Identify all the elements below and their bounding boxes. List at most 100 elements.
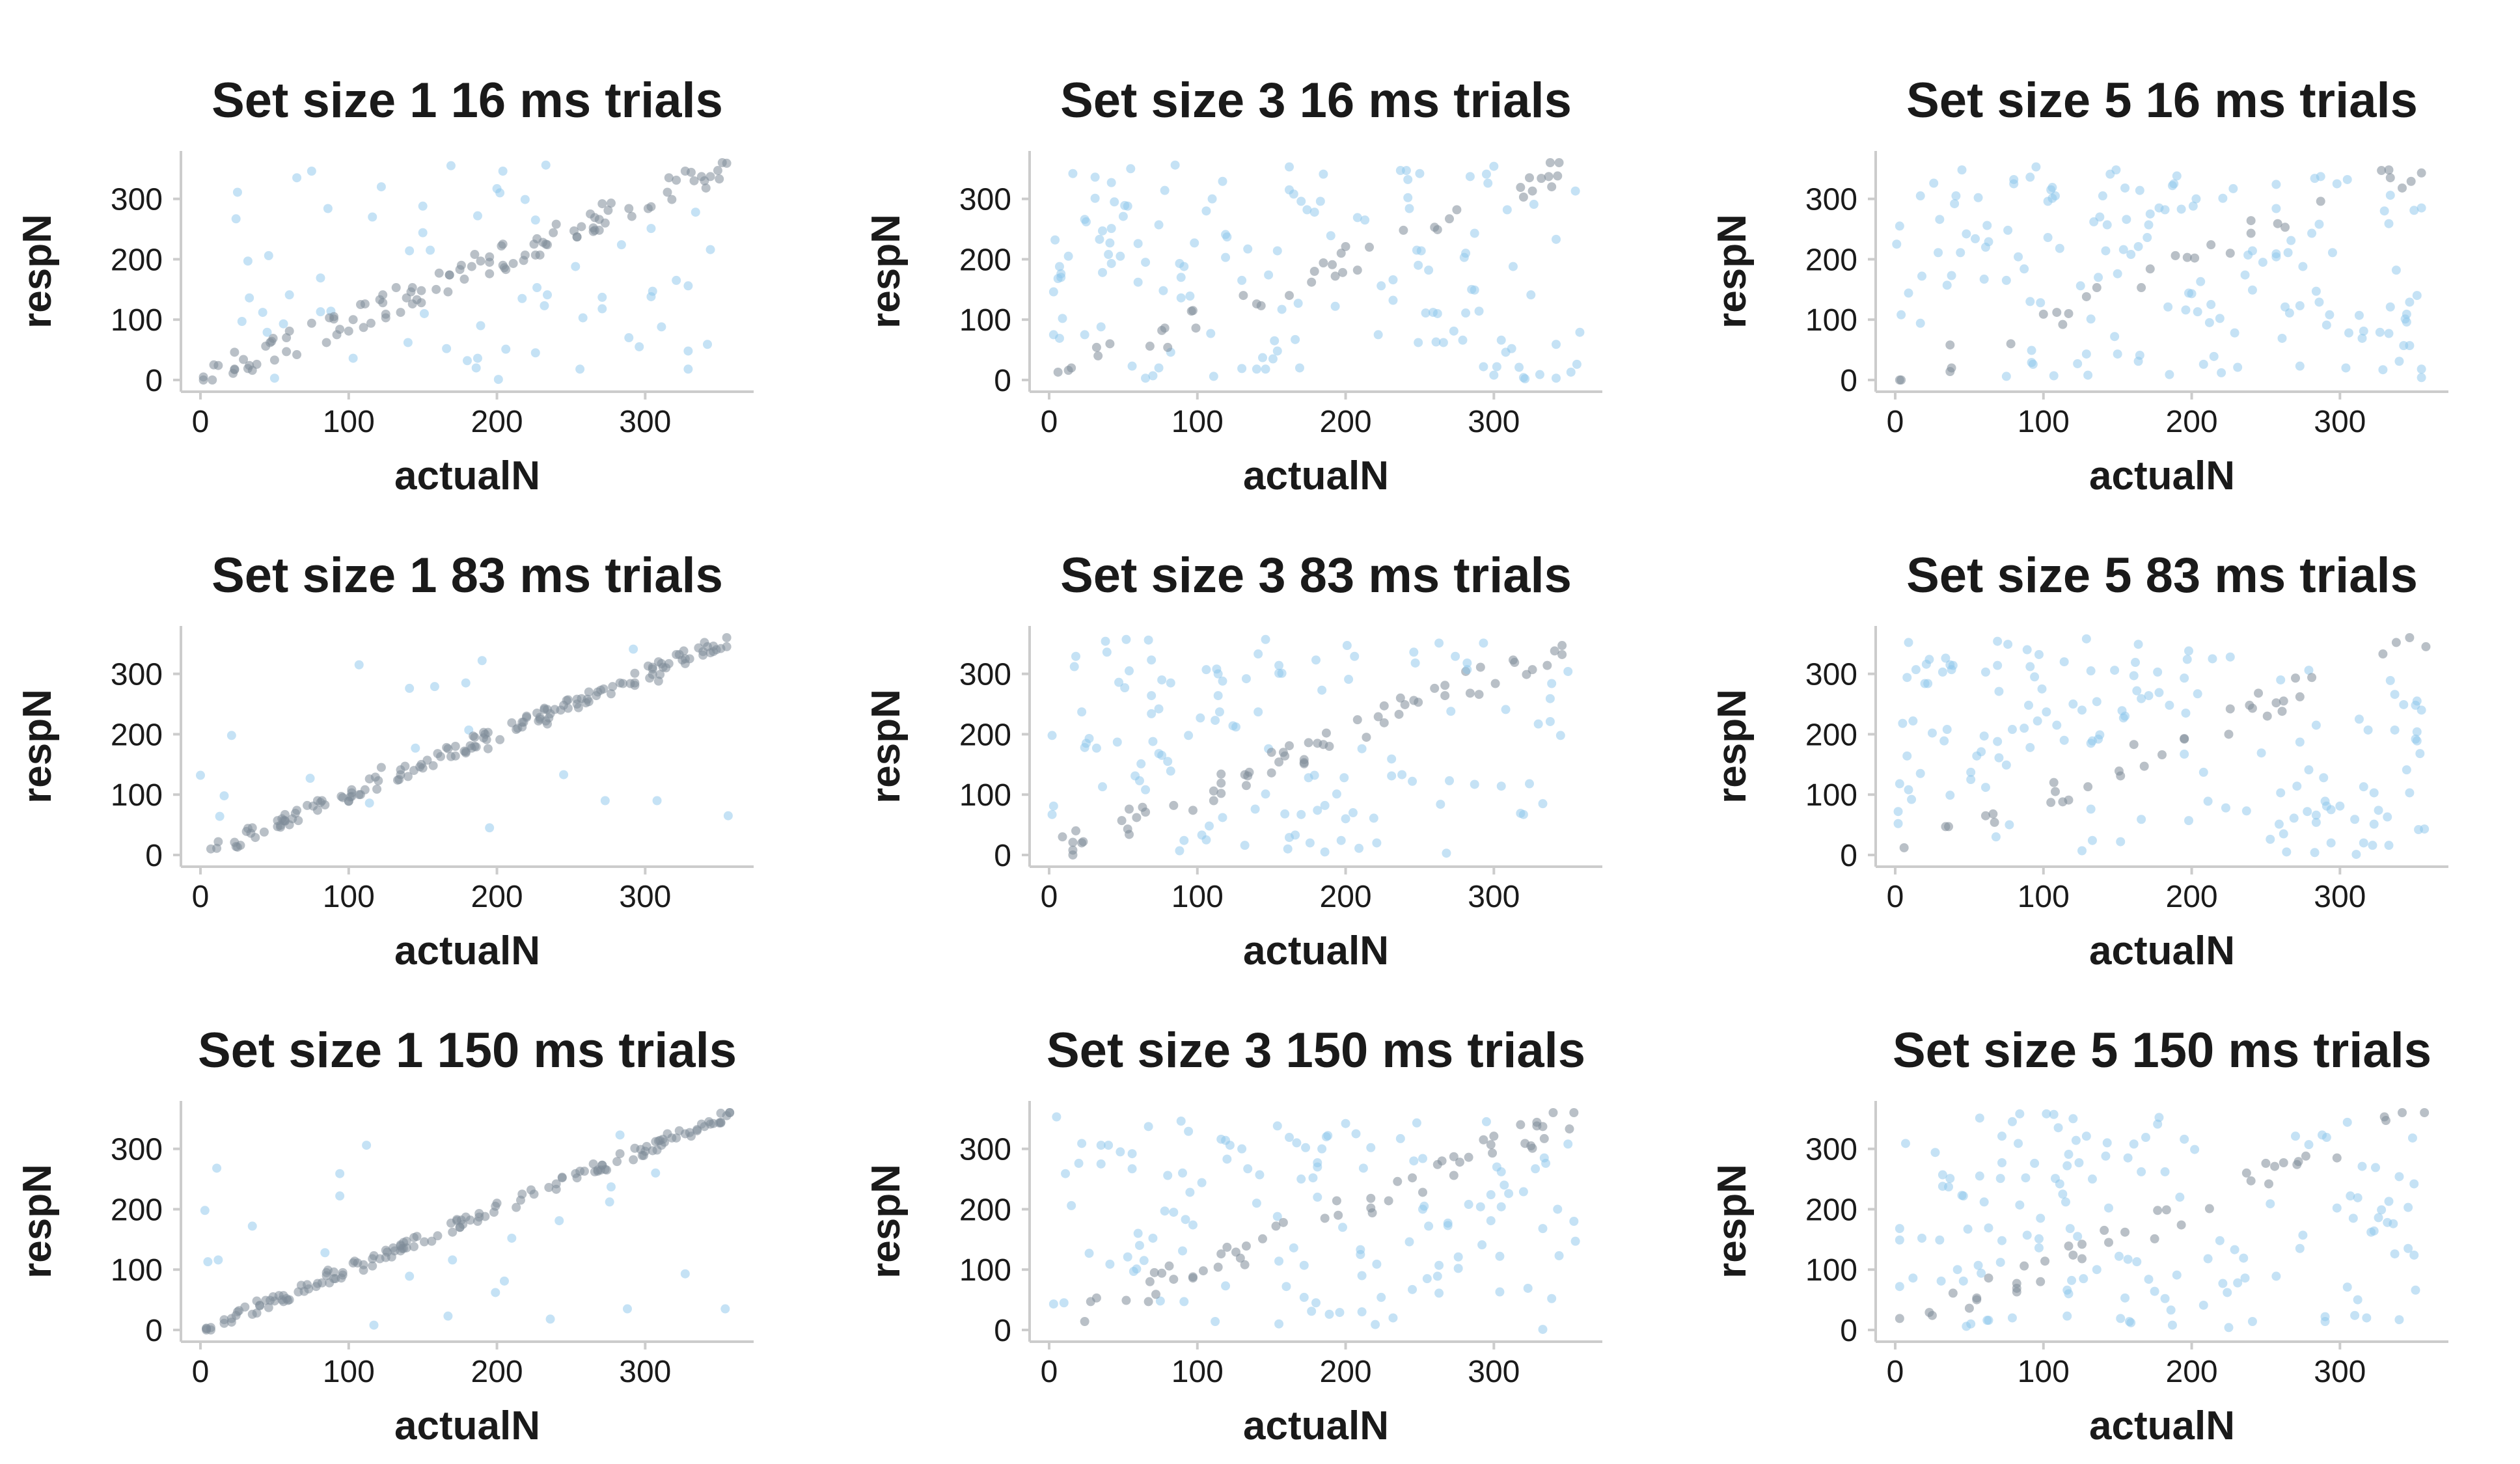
point-near-diagonal [428, 761, 438, 770]
point-off-diagonal [1324, 1309, 1334, 1319]
point-off-diagonal [1095, 234, 1104, 244]
point-off-diagonal [1317, 685, 1327, 695]
point-near-diagonal [469, 731, 478, 741]
point-near-diagonal [230, 364, 240, 374]
point-off-diagonal [1261, 364, 1270, 374]
point-off-diagonal [1289, 1243, 1298, 1253]
point-off-diagonal [2377, 1205, 2387, 1215]
point-off-diagonal [1154, 704, 1164, 714]
point-off-diagonal [2086, 314, 2096, 324]
point-off-diagonal [2409, 1250, 2419, 1260]
point-off-diagonal [1201, 665, 1211, 675]
point-near-diagonal [606, 198, 616, 208]
point-near-diagonal [1121, 1295, 1131, 1305]
point-near-diagonal [696, 1119, 706, 1129]
point-off-diagonal [1114, 677, 1124, 687]
point-off-diagonal [2394, 357, 2404, 366]
point-near-diagonal [2270, 1161, 2280, 1171]
point-near-diagonal [630, 668, 640, 678]
y-axis-label: respN [1710, 214, 1755, 329]
point-off-diagonal [1570, 1236, 1580, 1246]
point-near-diagonal [1117, 816, 1127, 826]
point-near-diagonal [1151, 1290, 1160, 1299]
point-near-diagonal [409, 766, 418, 776]
point-near-diagonal [2292, 1159, 2302, 1169]
point-off-diagonal [1157, 750, 1167, 760]
point-off-diagonal [2021, 1173, 2031, 1183]
point-near-diagonal [653, 657, 663, 667]
point-near-diagonal [1895, 375, 1904, 385]
point-off-diagonal [2009, 179, 2019, 189]
x-tick-label: 0 [1887, 880, 1904, 914]
point-off-diagonal [2271, 180, 2281, 189]
point-off-diagonal [1518, 1187, 1528, 1197]
y-tick-label: 200 [1805, 718, 1857, 752]
point-off-diagonal [1155, 1296, 1165, 1306]
x-tick-label: 200 [1320, 405, 1372, 439]
point-off-diagonal [2073, 359, 2083, 368]
point-off-diagonal [430, 682, 439, 692]
point-near-diagonal [1068, 845, 1078, 855]
point-off-diagonal [2385, 191, 2395, 200]
point-near-diagonal [1336, 249, 1346, 258]
point-off-diagonal [2068, 699, 2078, 709]
point-off-diagonal [1915, 318, 1925, 328]
point-near-diagonal [2182, 252, 2192, 262]
y-axis-label: respN [15, 214, 60, 329]
point-near-diagonal [1338, 267, 1347, 277]
point-off-diagonal [2271, 204, 2281, 213]
point-off-diagonal [2407, 1133, 2417, 1143]
point-off-diagonal [1253, 649, 1263, 659]
point-off-diagonal [2025, 297, 2035, 306]
point-near-diagonal [294, 1287, 303, 1297]
point-off-diagonal [1348, 808, 1358, 818]
point-near-diagonal [489, 1208, 499, 1217]
point-near-diagonal [2153, 1206, 2163, 1215]
point-off-diagonal [2166, 1305, 2176, 1315]
point-near-diagonal [282, 333, 292, 343]
point-off-diagonal [1274, 1319, 1284, 1329]
point-off-diagonal [1945, 1174, 1955, 1184]
point-near-diagonal [529, 1189, 539, 1199]
point-near-diagonal [208, 375, 217, 385]
point-off-diagonal [1101, 636, 1110, 646]
x-axis-label: actualN [394, 454, 540, 498]
point-near-diagonal [2180, 734, 2189, 744]
point-near-diagonal [1379, 701, 1389, 711]
point-off-diagonal [2064, 1150, 2074, 1159]
point-off-diagonal [1197, 1178, 1207, 1187]
point-off-diagonal [575, 364, 585, 374]
point-off-diagonal [1120, 200, 1130, 210]
point-off-diagonal [2113, 349, 2122, 359]
point-off-diagonal [2359, 782, 2368, 792]
point-off-diagonal [1292, 1138, 1302, 1148]
point-off-diagonal [498, 166, 508, 176]
point-off-diagonal [623, 1304, 632, 1314]
point-off-diagonal [1424, 1221, 1434, 1231]
point-near-diagonal [419, 1237, 429, 1247]
point-near-diagonal [366, 318, 376, 328]
point-near-diagonal [1053, 367, 1063, 377]
point-off-diagonal [1102, 647, 1112, 657]
point-off-diagonal [1323, 1131, 1333, 1141]
point-off-diagonal [1299, 1260, 1309, 1270]
point-off-diagonal [419, 308, 429, 318]
point-off-diagonal [2311, 720, 2321, 730]
point-off-diagonal [1307, 1307, 1317, 1316]
point-off-diagonal [2206, 300, 2216, 310]
point-off-diagonal [1966, 775, 1976, 785]
point-near-diagonal [709, 1118, 719, 1128]
point-off-diagonal [1531, 1164, 1541, 1174]
point-near-diagonal [1440, 691, 1450, 701]
point-off-diagonal [2071, 1135, 2081, 1145]
point-off-diagonal [1995, 1174, 2005, 1184]
point-off-diagonal [2223, 1288, 2232, 1297]
point-off-diagonal [1972, 751, 1982, 761]
point-near-diagonal [448, 1227, 458, 1237]
point-near-diagonal [2006, 339, 2016, 349]
point-off-diagonal [1945, 791, 1955, 800]
point-near-diagonal [612, 1157, 622, 1167]
x-tick-label: 200 [471, 880, 523, 914]
point-off-diagonal [1319, 169, 1328, 179]
point-off-diagonal [2321, 320, 2331, 330]
